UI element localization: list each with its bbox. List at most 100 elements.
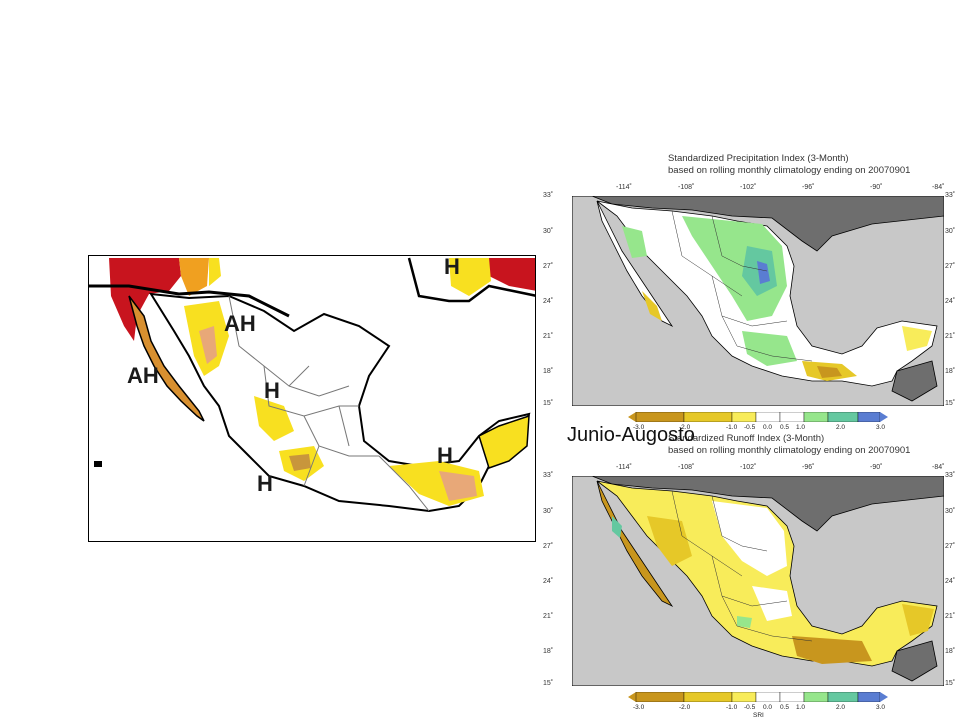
spi-lat-label: 21˚	[543, 333, 554, 340]
sri-lat-label: 21˚	[543, 613, 554, 620]
spi-lat-label-right: 30˚	[945, 228, 956, 235]
label-h-central: H	[264, 378, 280, 403]
us-red-region	[109, 258, 181, 341]
us-east-yellow-region	[449, 258, 491, 296]
spi-colorbar-label: -2.0	[679, 424, 691, 431]
spi-colorbar-label: -0.5	[744, 424, 756, 431]
sri-colorbar-label: 1.0	[796, 704, 806, 711]
spi-lat-label-right: 15˚	[945, 400, 956, 407]
spi-lon-label: -96˚	[802, 184, 815, 191]
sri-lat-label-right: 21˚	[945, 613, 956, 620]
sri-colorbar	[628, 692, 888, 702]
sri-lon-label: -96˚	[802, 464, 815, 471]
sri-normal-center	[752, 586, 792, 621]
sri-title-line2: based on rolling monthly climatology end…	[668, 445, 911, 456]
chiapas-core-patch	[439, 471, 477, 501]
sri-colorbar-label: -3.0	[633, 704, 645, 711]
sri-map-panel: Standardized Runoff Index (3-Month) base…	[540, 430, 960, 720]
spi-lon-label: -102˚	[740, 184, 757, 191]
label-ah-sonora: AH	[224, 311, 256, 336]
sri-lon-label: -84˚	[932, 464, 945, 471]
sri-lon-label: -108˚	[678, 464, 695, 471]
drought-outlook-map-svg: AH AH H H H H	[89, 256, 535, 513]
spi-lon-label: -90˚	[870, 184, 883, 191]
spi-colorbar-label: 1.0	[796, 424, 806, 431]
sri-lat-label-right: 33˚	[945, 472, 956, 479]
sri-wet-baja	[612, 516, 622, 538]
drought-outlook-map: AH AH H H H H	[88, 255, 536, 542]
spi-lat-label: 27˚	[543, 263, 554, 270]
us-border	[89, 284, 290, 318]
spi-dry-yucatan	[902, 326, 932, 351]
spi-map-panel: Standardized Precipitation Index (3-Mont…	[540, 150, 960, 431]
sri-state-borders	[671, 490, 813, 642]
spi-usa	[572, 196, 944, 252]
spi-colorbar-label: 0.5	[780, 424, 790, 431]
spi-colorbar-label: 0.0	[763, 424, 773, 431]
sri-lat-label: 33˚	[543, 472, 554, 479]
central-patch	[254, 396, 294, 441]
label-h-jalisco: H	[257, 471, 273, 496]
spi-baja	[596, 200, 674, 328]
yucatan-peninsula	[478, 414, 530, 469]
sri-lat-label: 15˚	[543, 680, 554, 687]
spi-wet-west	[622, 226, 647, 258]
sri-lon-label: -90˚	[870, 464, 883, 471]
spi-dry-south-core	[817, 366, 842, 378]
spi-lon-label: -114˚	[616, 184, 632, 191]
spi-title-line2: based on rolling monthly climatology end…	[668, 165, 911, 176]
sri-usa	[572, 476, 944, 532]
spi-colorbar-label: 3.0	[876, 424, 886, 431]
sri-colorbar-label: 0.0	[763, 704, 773, 711]
spi-lat-label-right: 24˚	[945, 298, 956, 305]
label-h-us: H	[444, 256, 460, 279]
state-borders	[228, 295, 430, 512]
spi-lat-label: 18˚	[543, 368, 554, 375]
spi-map-svg	[572, 196, 944, 406]
sri-colorbar-label: 2.0	[836, 704, 846, 711]
spi-lat-label: 24˚	[543, 298, 554, 305]
label-ah-baja: AH	[127, 363, 159, 388]
sri-normal-north	[712, 501, 787, 576]
sri-lat-label-right: 30˚	[945, 508, 956, 515]
spi-colorbar-label: 2.0	[836, 424, 846, 431]
spi-wet-strong	[757, 261, 770, 284]
spi-wet-north	[682, 216, 787, 321]
sri-map-svg	[572, 476, 944, 686]
sri-colorbar-label: -0.5	[744, 704, 756, 711]
spi-lon-label: -108˚	[678, 184, 695, 191]
sri-lat-label-right: 27˚	[945, 543, 956, 550]
sri-lat-label: 24˚	[543, 578, 554, 585]
jalisco-core-patch	[289, 454, 311, 471]
mexico-mainland	[149, 292, 531, 513]
sri-colorbar-label: 0.5	[780, 704, 790, 711]
sri-wet-central	[737, 616, 752, 628]
sri-lat-label: 30˚	[543, 508, 554, 515]
sonora-core-patch	[199, 326, 217, 364]
sri-lat-label-right: 15˚	[945, 680, 956, 687]
sri-lat-label-right: 18˚	[945, 648, 956, 655]
spi-lat-label: 30˚	[543, 228, 554, 235]
island-marker	[94, 461, 102, 467]
sri-colorbar-label: -1.0	[726, 704, 738, 711]
period-caption: Junio-Augosto	[567, 424, 695, 446]
sri-dry-yucatan	[902, 604, 934, 636]
spi-title-line1: Standardized Precipitation Index (3-Mont…	[668, 153, 849, 164]
sri-colorbar-title: SRI	[753, 712, 764, 719]
spi-lat-label: 15˚	[543, 400, 554, 407]
us-yellow-region	[209, 258, 221, 286]
spi-colorbar	[628, 412, 888, 422]
sri-lat-label: 27˚	[543, 543, 554, 550]
sri-colorbar-label: 3.0	[876, 704, 886, 711]
spi-colorbar-label: -1.0	[726, 424, 738, 431]
spi-lat-label: 33˚	[543, 192, 554, 199]
spi-guatemala	[891, 360, 938, 402]
sri-guatemala	[891, 640, 938, 682]
sri-lon-label: -114˚	[616, 464, 632, 471]
spi-colorbar-label: -3.0	[633, 424, 645, 431]
sri-dry-west	[647, 516, 692, 566]
spi-dry-baja	[642, 291, 662, 321]
sri-lat-label-right: 24˚	[945, 578, 956, 585]
spi-lon-label: -84˚	[932, 184, 945, 191]
label-h-chiapas: H	[437, 443, 453, 468]
